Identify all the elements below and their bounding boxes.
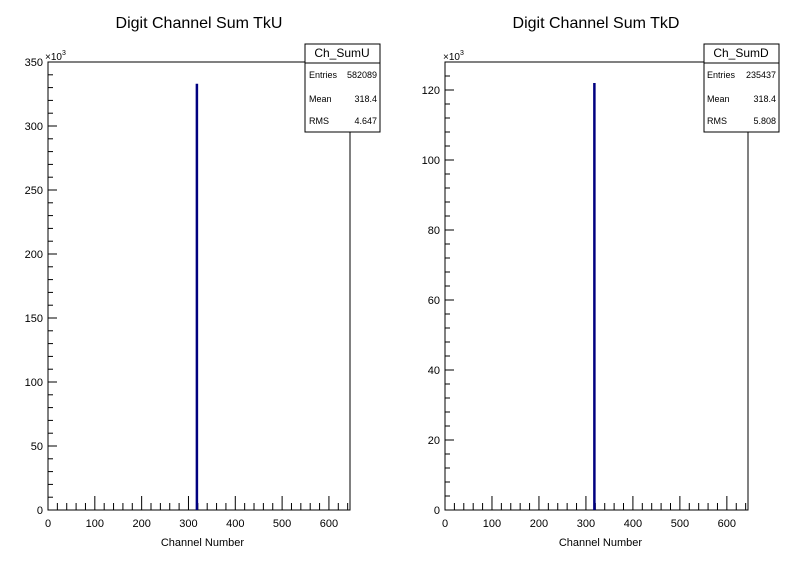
panel-tkd: Digit Channel Sum TkD ×103 0 20 40 60 80 100 1… — [422, 15, 780, 549]
y-tick-label: 100 — [422, 155, 440, 167]
x-tick-label: 100 — [86, 518, 104, 530]
y-tick-label: 0 — [434, 505, 440, 517]
y-multiplier-tkd: ×103 — [443, 50, 464, 63]
x-tick-label: 400 — [226, 518, 244, 530]
stats-value-mean-tkd: 318.4 — [753, 94, 776, 104]
y-multiplier-tku: ×103 — [45, 50, 66, 63]
y-tick-label: 200 — [25, 249, 43, 261]
y-tick-label: 120 — [422, 85, 440, 97]
x-tick-label: 500 — [671, 518, 689, 530]
stats-value-mean-tku: 318.4 — [354, 94, 377, 104]
x-tick-label: 500 — [273, 518, 291, 530]
y-tick-label: 250 — [25, 185, 43, 197]
x-tick-label: 600 — [320, 518, 338, 530]
stats-name-tkd: Ch_SumD — [713, 46, 769, 60]
chart-title-tkd: Digit Channel Sum TkD — [513, 15, 680, 32]
stats-value-entries-tkd: 235437 — [746, 70, 776, 80]
y-tick-label: 300 — [25, 121, 43, 133]
x-tick-label: 600 — [718, 518, 736, 530]
y-tick-label: 50 — [31, 441, 43, 453]
x-tick-label: 0 — [45, 518, 51, 530]
y-axis-ticks-tku: 0 50 100 150 200 250 300 350 — [25, 57, 57, 517]
stats-name-tku: Ch_SumU — [314, 46, 369, 60]
x-tick-label: 200 — [132, 518, 150, 530]
plot-frame-tkd — [444, 61, 749, 511]
x-tick-label: 300 — [577, 518, 595, 530]
x-axis-ticks-tku: 0 100 200 300 400 500 600 — [45, 496, 349, 530]
chart-title-tku: Digit Channel Sum TkU — [116, 15, 283, 32]
y-tick-label: 0 — [37, 505, 43, 517]
x-tick-label: 400 — [624, 518, 642, 530]
y-tick-label: 20 — [428, 435, 440, 447]
y-tick-label: 80 — [428, 225, 440, 237]
panel-tku: Digit Channel Sum TkU ×103 0 50 100 150 200 2… — [25, 15, 381, 549]
y-tick-label: 60 — [428, 295, 440, 307]
x-tick-label: 200 — [530, 518, 548, 530]
stats-label-rms-tkd: RMS — [707, 116, 727, 126]
stats-value-entries-tku: 582089 — [347, 70, 377, 80]
stats-label-entries-tku: Entries — [309, 70, 338, 80]
x-tick-label: 300 — [179, 518, 197, 530]
y-tick-label: 40 — [428, 365, 440, 377]
stats-value-rms-tkd: 5.808 — [753, 116, 776, 126]
y-axis-ticks-tkd: 0 20 40 60 80 100 120 — [422, 61, 454, 517]
plot-frame-tku — [47, 61, 351, 511]
x-tick-label: 100 — [483, 518, 501, 530]
x-axis-label-tkd: Channel Number — [559, 537, 642, 549]
stats-value-rms-tku: 4.647 — [354, 116, 377, 126]
y-tick-label: 100 — [25, 377, 43, 389]
stats-label-mean-tku: Mean — [309, 94, 332, 104]
stats-label-entries-tkd: Entries — [707, 70, 736, 80]
x-axis-label-tku: Channel Number — [161, 537, 244, 549]
x-tick-label: 0 — [442, 518, 448, 530]
stats-label-mean-tkd: Mean — [707, 94, 730, 104]
y-tick-label: 350 — [25, 57, 43, 69]
x-axis-ticks-tkd: 0 100 200 300 400 500 600 — [442, 496, 747, 530]
stats-label-rms-tku: RMS — [309, 116, 329, 126]
y-tick-label: 150 — [25, 313, 43, 325]
stats-box-tkd: Ch_SumD Entries 235437 Mean 318.4 RMS 5.… — [703, 43, 780, 133]
stats-box-tku: Ch_SumU Entries 582089 Mean 318.4 RMS 4.… — [304, 43, 381, 133]
